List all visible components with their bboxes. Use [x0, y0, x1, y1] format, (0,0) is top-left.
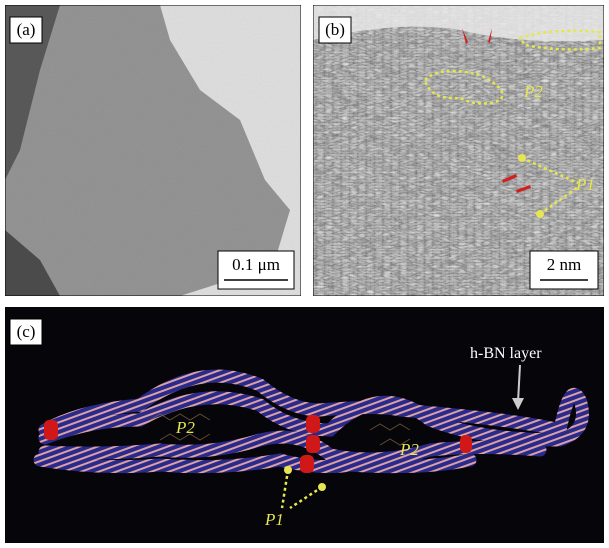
point [318, 483, 326, 491]
annotation: P1 [575, 175, 595, 194]
figure: (a) 0.1 μm P2 P1 (b) 2 nm [0, 0, 609, 548]
panel-label: (a) [17, 20, 36, 39]
panel-label: (c) [17, 322, 36, 341]
scale-bar-label: 0.1 μm [232, 255, 280, 274]
point [536, 210, 544, 218]
annotation: P2 [175, 418, 195, 437]
annotation: h-BN layer [470, 345, 542, 362]
annotation: P1 [264, 510, 284, 529]
point [518, 154, 526, 162]
panel-c [5, 307, 604, 543]
panel-label: (b) [325, 20, 345, 39]
scale-bar-label: 2 nm [547, 255, 581, 274]
annotation: P2 [523, 82, 543, 101]
point [284, 466, 292, 474]
annotation: P2 [399, 440, 419, 459]
